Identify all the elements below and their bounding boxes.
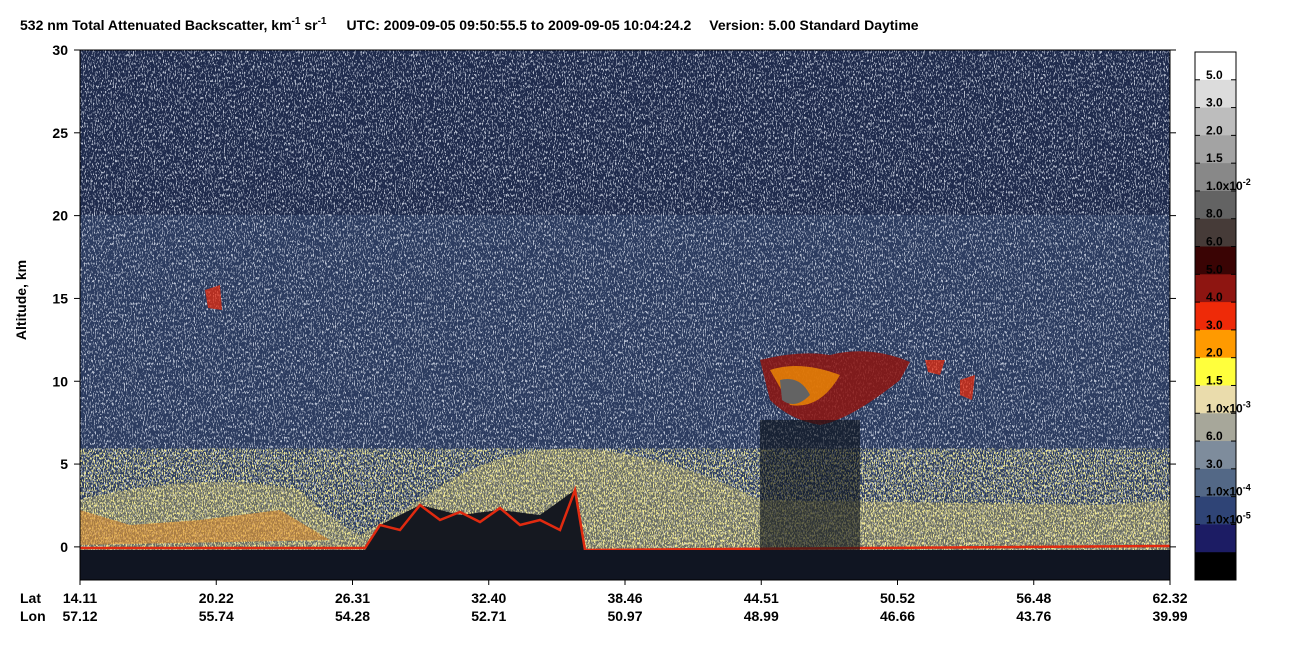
colorbar-swatch	[1195, 302, 1236, 331]
colorbar-label-base: 2.0	[1206, 123, 1223, 137]
colorbar-label-base: 1.0x10	[1206, 179, 1243, 193]
x-tick-label: 39.99	[1152, 608, 1187, 624]
x-tick-label: 48.99	[744, 608, 779, 624]
x-tick-label: 20.22	[199, 590, 234, 606]
colorbar-swatch	[1195, 79, 1236, 109]
colorbar-label-base: 3.0	[1206, 96, 1223, 110]
colorbar-label: 1.5	[1206, 373, 1223, 387]
colorbar-label-base: 1.0x10	[1206, 512, 1243, 526]
x-tick-label: 62.32	[1152, 590, 1187, 606]
colorbar-label: 6.0	[1206, 235, 1223, 249]
colorbar-swatch	[1195, 274, 1236, 303]
y-tick-label: 5	[60, 456, 68, 472]
colorbar-label: 2.0	[1206, 346, 1223, 360]
colorbar-swatch	[1195, 163, 1236, 192]
y-tick-label: 30	[52, 42, 68, 58]
colorbar-swatch	[1195, 52, 1236, 81]
y-axis-label: Altitude, km	[13, 260, 29, 340]
y-tick-label: 25	[52, 125, 68, 141]
colorbar-label-exp: -3	[1243, 399, 1251, 409]
colorbar-frame	[1194, 51, 1237, 581]
x-tick-label: 54.28	[335, 608, 370, 624]
colorbar-label: 5.0	[1206, 68, 1223, 82]
colorbar-label: 1.0x10-5	[1206, 510, 1251, 526]
colorbar-label: 1.5	[1206, 151, 1223, 165]
colorbar-label-base: 5.0	[1206, 262, 1223, 276]
y-tick-label: 20	[52, 208, 68, 224]
colorbar-label: 1.0x10-3	[1206, 399, 1251, 415]
chart-title: 532 nm Total Attenuated Backscatter, km-…	[20, 16, 919, 33]
x-tick-label: 43.76	[1016, 608, 1051, 624]
colorbar-swatch	[1195, 441, 1236, 470]
colorbar-label-exp: -5	[1243, 510, 1251, 520]
colorbar-swatch	[1195, 496, 1236, 525]
colorbar-label-base: 1.0x10	[1206, 401, 1243, 415]
colorbar-label: 8.0	[1206, 207, 1223, 221]
x-tick-label: 26.31	[335, 590, 370, 606]
colorbar-label-base: 1.0x10	[1206, 485, 1243, 499]
colorbar-label-exp: -2	[1243, 177, 1251, 187]
y-tick-label: 10	[52, 373, 68, 389]
colorbar-label: 4.0	[1206, 290, 1223, 304]
colorbar-label: 5.0	[1206, 262, 1223, 276]
x-tick-label: 14.11	[63, 590, 97, 606]
colorbar-swatch	[1195, 218, 1236, 248]
colorbar-label-base: 6.0	[1206, 235, 1223, 249]
colorbar-swatch	[1195, 468, 1236, 498]
colorbar-swatch	[1195, 107, 1236, 136]
colorbar-label: 1.0x10-4	[1206, 483, 1251, 499]
colorbar-swatch	[1195, 190, 1236, 220]
x-row-name: Lon	[20, 608, 46, 624]
y-tick-label: 0	[60, 539, 68, 555]
colorbar-label-base: 1.5	[1206, 151, 1223, 165]
colorbar-label-base: 8.0	[1206, 207, 1223, 221]
x-tick-label: 46.66	[880, 608, 915, 624]
x-tick-label: 55.74	[199, 608, 234, 624]
colorbar-label-base: 3.0	[1206, 318, 1223, 332]
colorbar-label: 1.0x10-2	[1206, 177, 1251, 193]
colorbar-label-base: 6.0	[1206, 429, 1223, 443]
colorbar-label-exp: -4	[1243, 483, 1251, 493]
x-tick-label: 52.71	[471, 608, 506, 624]
y-tick-label: 15	[52, 290, 68, 306]
colorbar-label: 2.0	[1206, 123, 1223, 137]
x-tick-label: 50.97	[607, 608, 642, 624]
x-tick-label: 50.52	[880, 590, 915, 606]
colorbar-swatch	[1195, 246, 1236, 275]
x-tick-label: 32.40	[471, 590, 506, 606]
colorbar-label: 3.0	[1206, 457, 1223, 471]
colorbar-swatch	[1195, 413, 1236, 442]
colorbar-label-base: 5.0	[1206, 68, 1223, 82]
colorbar-label-base: 3.0	[1206, 457, 1223, 471]
colorbar-label-base: 4.0	[1206, 290, 1223, 304]
colorbar-label: 6.0	[1206, 429, 1223, 443]
x-tick-label: 56.48	[1016, 590, 1051, 606]
colorbar-swatch	[1195, 357, 1236, 386]
colorbar-swatch	[1195, 552, 1236, 581]
colorbar-swatch	[1195, 524, 1236, 553]
x-tick-label: 57.12	[62, 608, 97, 624]
colorbar-label: 3.0	[1206, 318, 1223, 332]
colorbar-swatch	[1195, 135, 1236, 164]
colorbar-swatch	[1195, 329, 1236, 359]
colorbar-label-base: 2.0	[1206, 346, 1223, 360]
x-tick-label: 44.51	[744, 590, 779, 606]
x-tick-label: 38.46	[607, 590, 642, 606]
colorbar-swatch	[1195, 385, 1236, 414]
x-row-name: Lat	[20, 590, 41, 606]
curtain-image	[80, 50, 1170, 580]
colorbar-label: 3.0	[1206, 96, 1223, 110]
colorbar-label-base: 1.5	[1206, 373, 1223, 387]
